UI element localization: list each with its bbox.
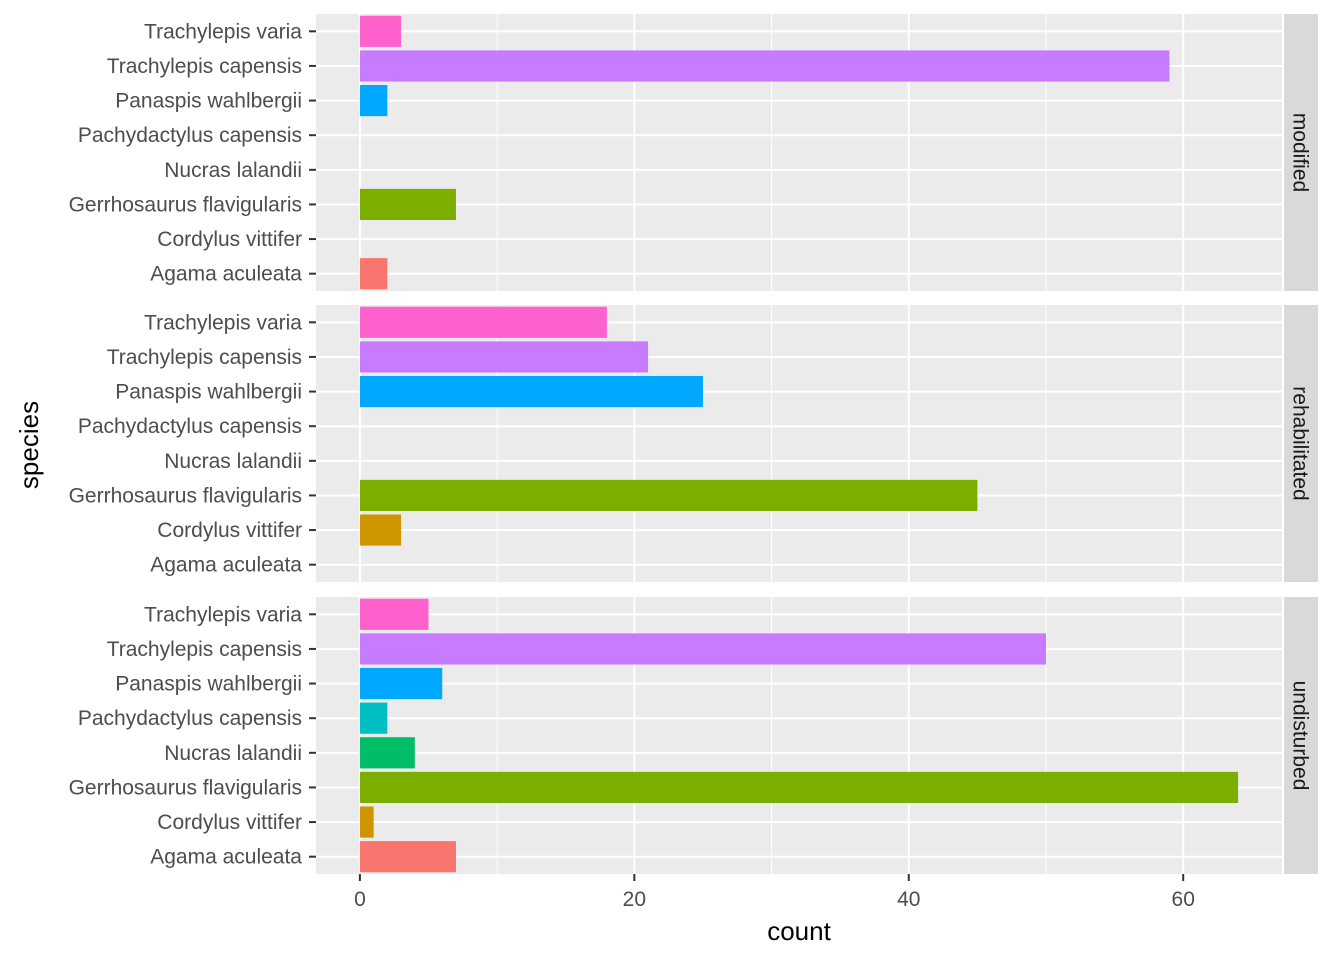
y-tick-label: Trachylepis capensis xyxy=(107,55,302,78)
bar-undisturbed-5 xyxy=(359,667,443,700)
x-tick-label: 20 xyxy=(623,888,646,911)
bar-undisturbed-4 xyxy=(359,702,388,734)
bar-rehabilitated-6 xyxy=(359,341,649,373)
y-tick-label: Cordylus vittifer xyxy=(157,228,302,251)
facet-strip-label-rehabilitated: rehabilitated xyxy=(1289,386,1312,500)
facet-panel-undisturbed: Agama aculeata Cordylus vittifer Gerrhosau… xyxy=(69,597,1318,874)
y-tick-label: Panaspis wahlbergii xyxy=(115,90,302,113)
bar-undisturbed-1 xyxy=(359,806,374,838)
facet-panel-modified: Agama aculeata Cordylus vittifer Gerrhosau… xyxy=(69,14,1318,291)
bar-modified-2 xyxy=(359,188,456,221)
y-tick-label: Agama aculeata xyxy=(150,846,302,869)
x-axis: 0 20 40 60 xyxy=(354,874,1195,911)
y-tick-label: Gerrhosaurus flavigularis xyxy=(69,776,302,799)
y-tick-label: Gerrhosaurus flavigularis xyxy=(69,193,302,216)
chart-panels: Agama aculeata Cordylus vittifer Gerrhosau… xyxy=(69,14,1318,874)
bar-undisturbed-0 xyxy=(359,841,456,873)
facet-strip xyxy=(1284,14,1318,291)
y-tick-label: Trachylepis varia xyxy=(144,311,302,334)
bar-rehabilitated-7 xyxy=(359,306,607,338)
facet-panel-rehabilitated: Agama aculeata Cordylus vittifer Gerrhosau… xyxy=(69,305,1318,582)
bar-undisturbed-6 xyxy=(359,633,1046,665)
bar-rehabilitated-2 xyxy=(359,479,978,512)
y-tick-label: Trachylepis varia xyxy=(144,20,302,43)
y-axis-title: species xyxy=(14,401,44,489)
y-tick-label: Cordylus vittifer xyxy=(157,519,302,542)
y-tick-label: Agama aculeata xyxy=(150,554,302,577)
bar-modified-6 xyxy=(359,50,1170,82)
bar-undisturbed-7 xyxy=(359,598,429,630)
y-tick-label: Cordylus vittifer xyxy=(157,811,302,834)
y-tick-label: Nucras lalandii xyxy=(164,742,302,765)
y-tick-label: Gerrhosaurus flavigularis xyxy=(69,484,302,507)
x-tick-label: 40 xyxy=(897,888,920,911)
x-tick-label: 60 xyxy=(1172,888,1195,911)
bar-rehabilitated-5 xyxy=(359,375,703,408)
y-tick-label: Pachydactylus capensis xyxy=(78,415,302,438)
x-tick-label: 0 xyxy=(354,888,366,911)
y-tick-label: Agama aculeata xyxy=(150,263,302,286)
bar-modified-7 xyxy=(359,15,402,47)
y-tick-label: Trachylepis capensis xyxy=(107,638,302,661)
y-tick-label: Pachydactylus capensis xyxy=(78,124,302,147)
y-tick-label: Pachydactylus capensis xyxy=(78,707,302,730)
facet-strip xyxy=(1284,597,1318,874)
bar-modified-5 xyxy=(359,84,388,117)
bar-undisturbed-3 xyxy=(359,737,415,769)
y-tick-label: Nucras lalandii xyxy=(164,159,302,182)
y-tick-label: Panaspis wahlbergii xyxy=(115,673,302,696)
facet-strip-label-undisturbed: undisturbed xyxy=(1289,681,1312,791)
x-axis-title: count xyxy=(767,916,831,946)
y-tick-label: Nucras lalandii xyxy=(164,450,302,473)
bar-modified-0 xyxy=(359,258,388,290)
facet-strip xyxy=(1284,305,1318,582)
bar-undisturbed-2 xyxy=(359,771,1239,804)
y-tick-label: Panaspis wahlbergii xyxy=(115,381,302,404)
bar-rehabilitated-1 xyxy=(359,514,402,546)
y-tick-label: Trachylepis capensis xyxy=(107,346,302,369)
y-tick-label: Trachylepis varia xyxy=(144,603,302,626)
facet-strip-label-modified: modified xyxy=(1289,113,1312,192)
